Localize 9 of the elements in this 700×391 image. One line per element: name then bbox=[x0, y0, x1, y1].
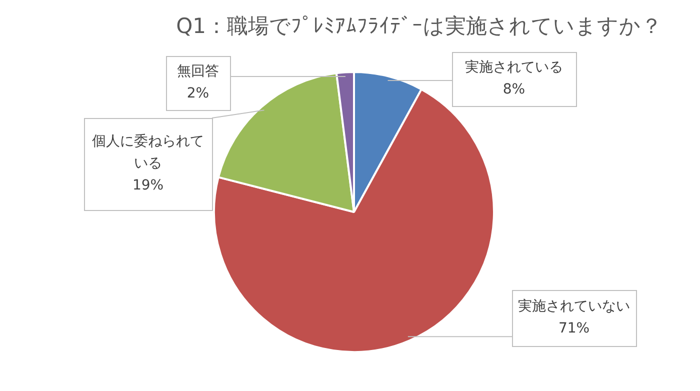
slice-label: 無回答 bbox=[177, 64, 219, 80]
data-label: 8% bbox=[502, 82, 526, 98]
data-label: 19% bbox=[132, 178, 164, 194]
data-label: 71% bbox=[558, 320, 590, 337]
slice-label: 実施されていない bbox=[518, 298, 630, 315]
slice-label: 実施されている bbox=[465, 60, 563, 76]
data-label: 2% bbox=[186, 86, 210, 102]
chart-title: Q1：職場でﾌﾟﾚﾐｱﾑﾌﾗｲﾃﾞｰは実施されていますか？ bbox=[176, 13, 662, 40]
slice-label: 個人に委ねられている bbox=[92, 134, 204, 172]
